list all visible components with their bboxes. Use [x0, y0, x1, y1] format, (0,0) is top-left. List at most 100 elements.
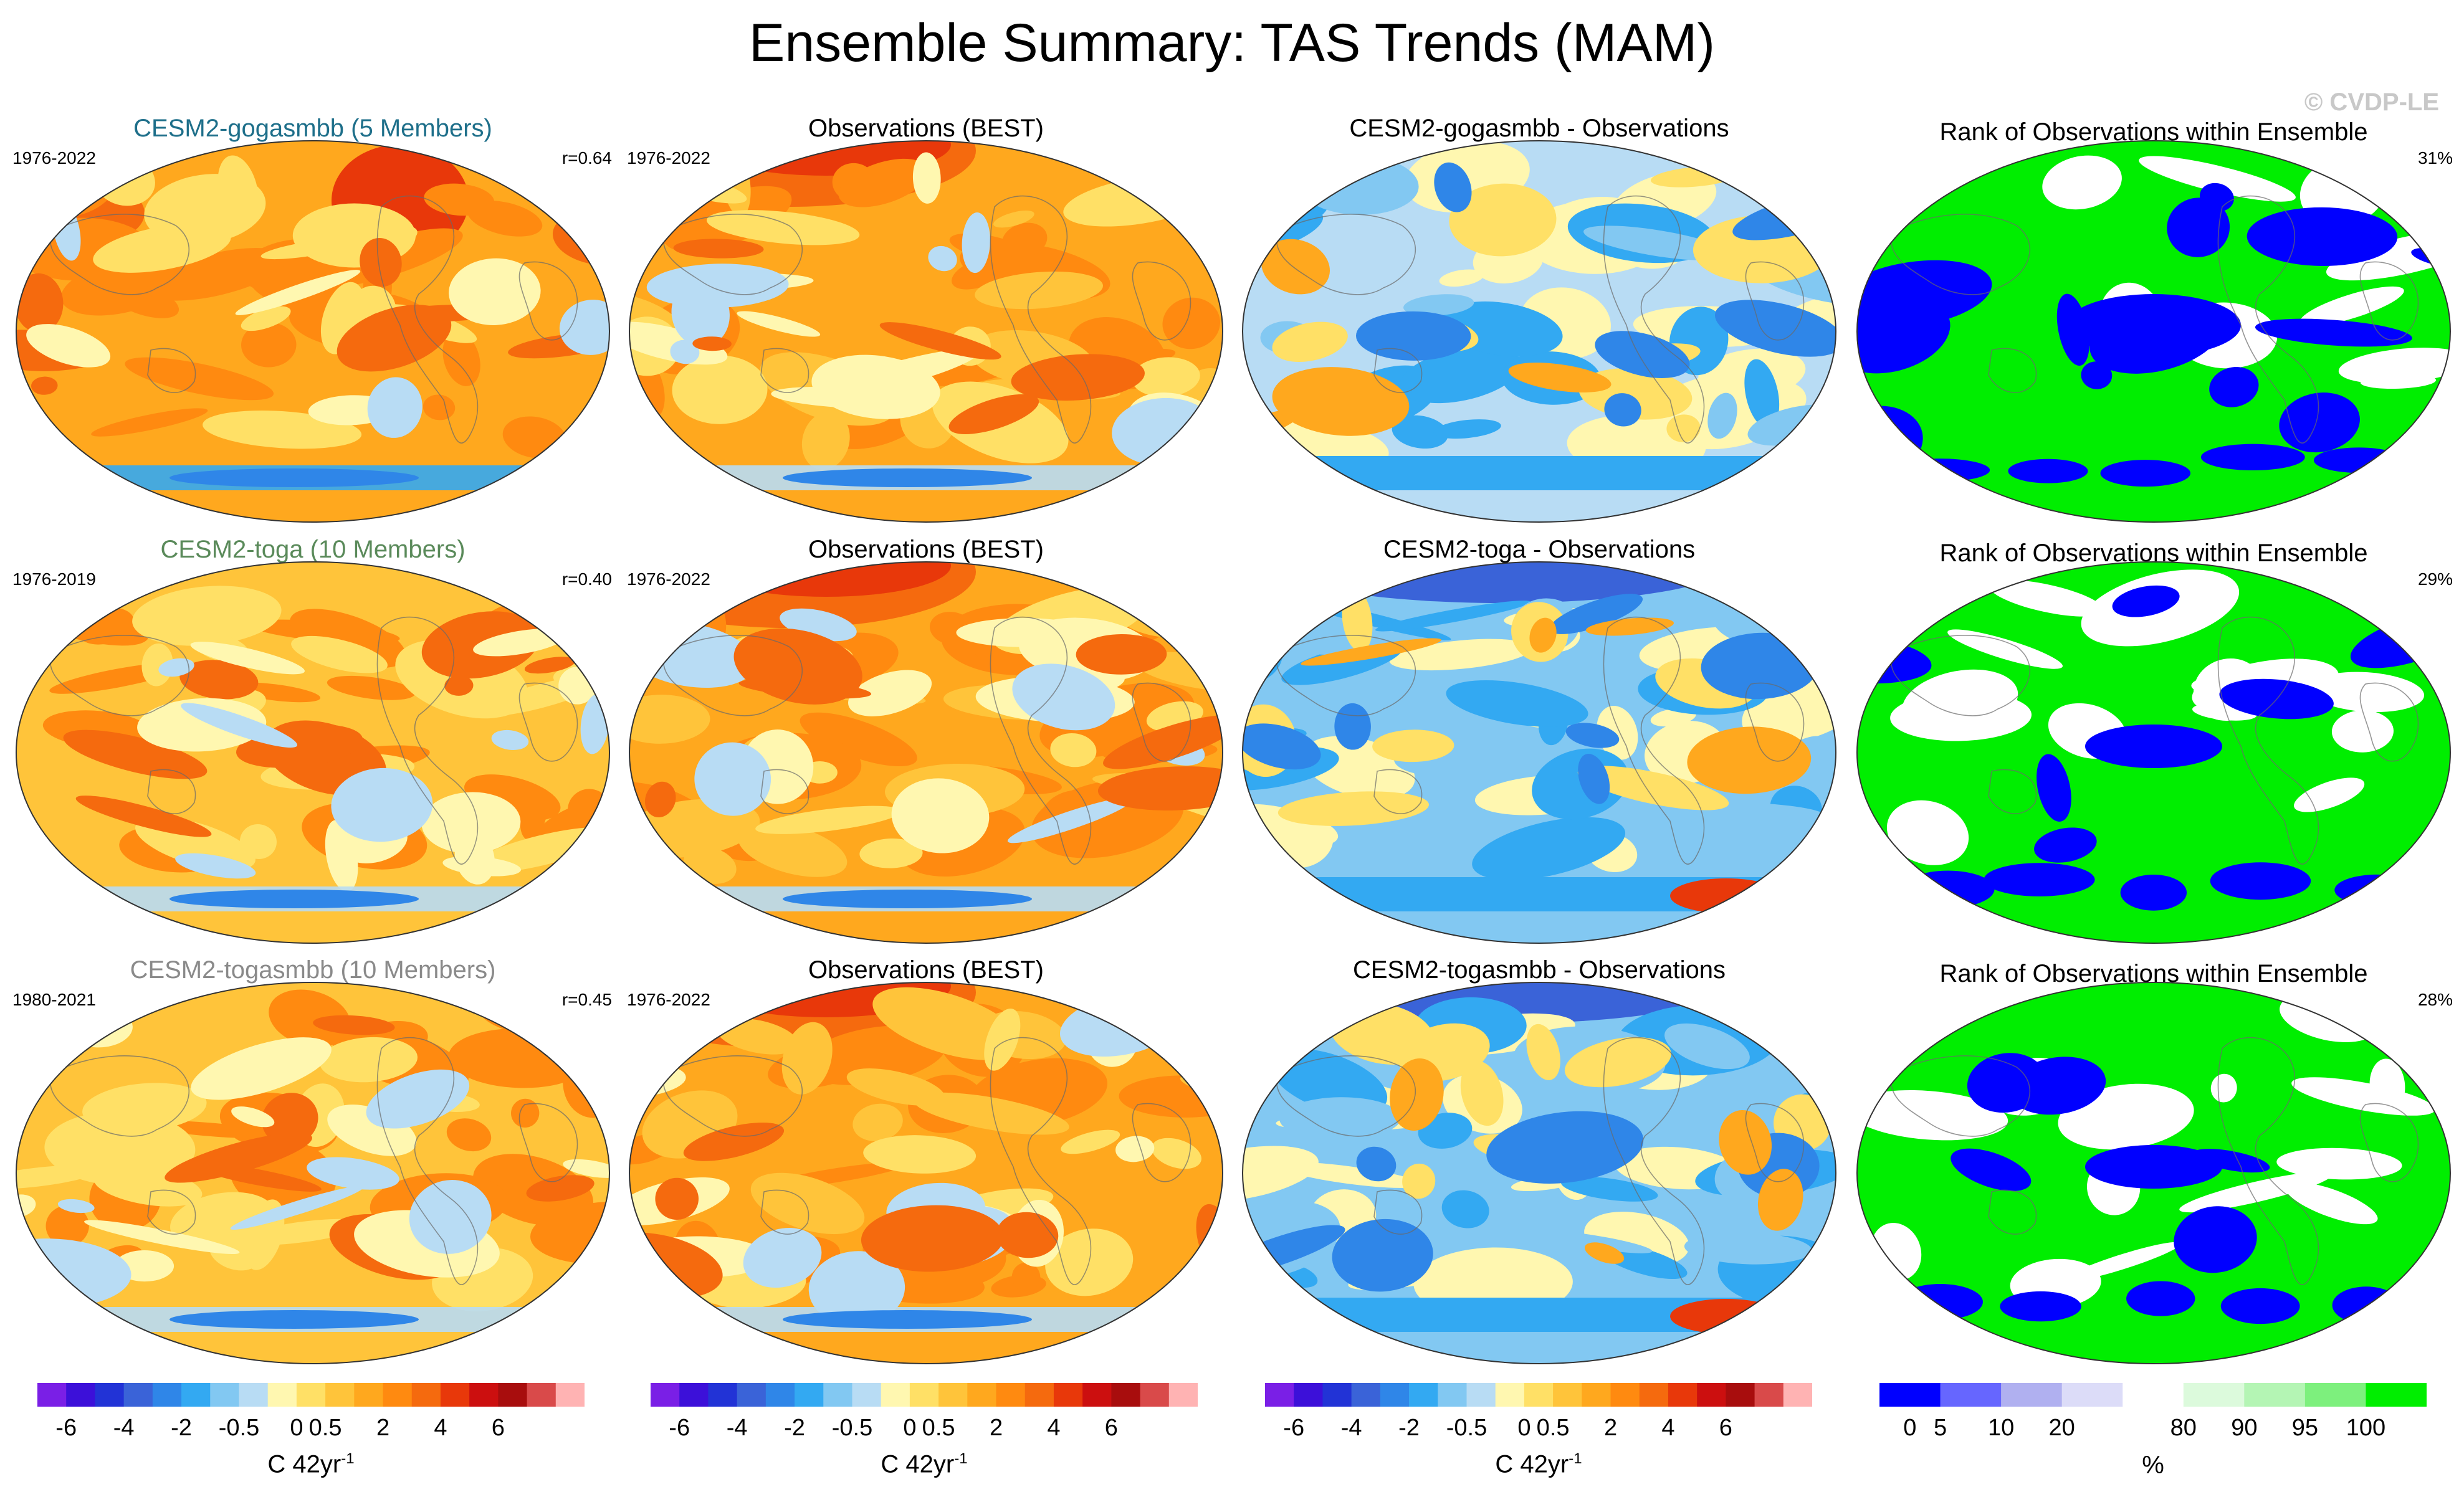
obs-period-label: 1976-2022 [627, 569, 710, 589]
difference-panel-title: CESM2-toga - Observations [1383, 536, 1696, 563]
colorbar-tick-label: -2 [171, 1415, 192, 1441]
colorbar-swatch [2061, 1383, 2123, 1407]
colorbar-swatch [765, 1383, 795, 1407]
colorbar-tick-label: 0.5 [308, 1415, 342, 1441]
colorbar-swatch [967, 1383, 997, 1407]
colorbar-swatch [1294, 1383, 1323, 1407]
colorbar-tick-label: 2 [1603, 1415, 1618, 1441]
model-trend-map [16, 982, 610, 1364]
trend-colorbar [37, 1383, 585, 1407]
colorbar-swatch [1940, 1383, 2002, 1407]
colorbar-swatch [1053, 1383, 1083, 1407]
colorbar-tick-label: -6 [669, 1415, 690, 1441]
colorbar-swatch [2366, 1383, 2427, 1407]
rank-map [1856, 561, 2451, 944]
colorbar-tick-label: 20 [2048, 1415, 2075, 1441]
colorbar-swatch [1466, 1383, 1496, 1407]
colorbar-swatch [1168, 1383, 1198, 1407]
colorbar-tick-label: 0.5 [922, 1415, 955, 1441]
colorbar-swatch [1639, 1383, 1669, 1407]
colorbar-tick-label: 2 [989, 1415, 1003, 1441]
colorbar-swatch [881, 1383, 910, 1407]
colorbar-swatch [440, 1383, 470, 1407]
colorbar-tick-label: 100 [2346, 1415, 2386, 1441]
model-period-label: 1980-2021 [12, 990, 96, 1009]
colorbar-tick-label: -4 [113, 1415, 135, 1441]
colorbar-swatch [1111, 1383, 1141, 1407]
colorbar-swatch [296, 1383, 326, 1407]
colorbar-swatch [996, 1383, 1026, 1407]
colorbar-swatch [1265, 1383, 1294, 1407]
obs-period-label: 1976-2022 [627, 990, 710, 1009]
colorbar-tick-label: 2 [376, 1415, 390, 1441]
colorbar-swatch [1697, 1383, 1726, 1407]
colorbar-units: % [2142, 1452, 2164, 1479]
colorbar-swatch [1495, 1383, 1525, 1407]
rank-map [1856, 140, 2451, 523]
trend-colorbar [1265, 1383, 1812, 1407]
colorbar-swatch [123, 1383, 153, 1407]
colorbar-swatch [152, 1383, 182, 1407]
colorbar-swatch [938, 1383, 968, 1407]
model-trend-map [16, 561, 610, 944]
colorbar-swatch [909, 1383, 939, 1407]
difference-panel-title: CESM2-gogasmbb - Observations [1349, 115, 1729, 142]
trend-colorbar [651, 1383, 1198, 1407]
colorbar-swatch [1553, 1383, 1582, 1407]
colorbar-swatch [651, 1383, 680, 1407]
colorbar-swatch [1024, 1383, 1054, 1407]
difference-trend-map [1242, 140, 1836, 523]
colorbar-tick-label: 0 [290, 1415, 303, 1441]
colorbar-swatch [1879, 1383, 1941, 1407]
colorbar-swatch [383, 1383, 413, 1407]
colorbar-swatch [2001, 1383, 2063, 1407]
colorbar-tick-label: 0 [1903, 1415, 1917, 1441]
colorbar-swatch [37, 1383, 67, 1407]
colorbar-swatch [469, 1383, 499, 1407]
colorbar-tick-label: 4 [1661, 1415, 1675, 1441]
colorbar-swatch [210, 1383, 239, 1407]
units-text: C 42yr [1495, 1450, 1569, 1478]
colorbar-units: C 42yr-1 [267, 1444, 354, 1479]
colorbar-swatch [2183, 1383, 2245, 1407]
colorbar-tick-label: -4 [726, 1415, 748, 1441]
difference-trend-map [1242, 982, 1836, 1364]
colorbar-tick-label: 10 [1987, 1415, 2015, 1441]
colorbar-swatch [354, 1383, 384, 1407]
model-panel-title: CESM2-gogasmbb (5 Members) [133, 115, 492, 142]
colorbar-swatch [1524, 1383, 1554, 1407]
colorbar-swatch [1351, 1383, 1381, 1407]
colorbar-tick-label: 6 [1719, 1415, 1732, 1441]
colorbar-swatch [852, 1383, 882, 1407]
colorbar-swatch [1082, 1383, 1112, 1407]
model-period-label: 1976-2022 [12, 148, 96, 168]
units-text: C 42yr [267, 1450, 341, 1478]
colorbar-swatch [66, 1383, 95, 1407]
obs-trend-map [629, 982, 1223, 1364]
colorbar-swatch [1140, 1383, 1170, 1407]
colorbar-tick-label: -2 [1398, 1415, 1420, 1441]
pattern-correlation-label: r=0.40 [561, 569, 612, 589]
colorbar-tick-label: 0 [1517, 1415, 1531, 1441]
colorbar-swatch [1610, 1383, 1640, 1407]
watermark: © CVDP-LE [2304, 88, 2439, 116]
colorbar-swatch [527, 1383, 556, 1407]
colorbar-tick-label: -0.5 [831, 1415, 873, 1441]
model-panel-title: CESM2-togasmbb (10 Members) [130, 956, 496, 984]
difference-panel-title: CESM2-togasmbb - Observations [1352, 956, 1726, 984]
colorbar-tick-label: -4 [1340, 1415, 1362, 1441]
colorbar-tick-label: -2 [784, 1415, 805, 1441]
colorbar-tick-label: 80 [2170, 1415, 2197, 1441]
colorbar-tick-label: 0 [903, 1415, 917, 1441]
colorbar-tick-label: 4 [434, 1415, 447, 1441]
colorbar-swatch [1754, 1383, 1784, 1407]
colorbar-swatch [325, 1383, 355, 1407]
colorbar-swatch [1582, 1383, 1612, 1407]
units-superscript: -1 [1569, 1450, 1582, 1467]
colorbar-swatch [498, 1383, 528, 1407]
colorbar-units: C 42yr-1 [881, 1444, 967, 1479]
colorbar-tick-label: 6 [1104, 1415, 1118, 1441]
colorbar-swatch [679, 1383, 709, 1407]
colorbar-swatch [1322, 1383, 1352, 1407]
obs-trend-map [629, 140, 1223, 523]
